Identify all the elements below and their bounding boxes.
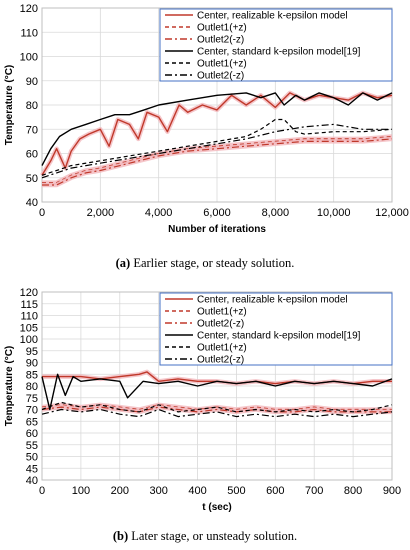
y-tick-label: 105 [20, 322, 38, 334]
chart-a: 40 50 60 70 80 90 100 110 120 0 2,000 4,000 6,000 8,0… [4, 3, 409, 235]
legend-label: Outlet1(+z) [197, 23, 247, 34]
legend-box [159, 8, 393, 82]
y-tick-label: 80 [26, 381, 38, 393]
series-line [41, 406, 392, 413]
legend-label: Center, standard k-epsilon model[19] [197, 47, 361, 58]
series-line [41, 118, 393, 176]
x-tick-label: 0 [39, 207, 45, 219]
caption-b: (b) Later stage, or unsteady solution. [113, 529, 297, 543]
y-tick-label: 45 [26, 463, 38, 475]
plot-area [41, 7, 393, 203]
caption-a-label: (a) [116, 256, 131, 270]
legend-label: Outlet2(-z) [197, 35, 244, 46]
y-tick-label: 115 [20, 299, 38, 311]
y-tick-label: 75 [26, 393, 38, 405]
legend: Center, realizable k-epsilon modelOutlet… [159, 292, 393, 366]
series-line [41, 92, 393, 166]
series-line [41, 92, 393, 176]
y-tick-label: 100 [20, 334, 38, 346]
y-tick-label: 40 [26, 197, 38, 209]
x-tick-label: 8,000 [262, 207, 290, 219]
caption-b-label: (b) [113, 529, 128, 543]
y-tick-label: 110 [20, 27, 38, 39]
y-tick-label: 90 [26, 358, 38, 370]
x-tick-label: 200 [111, 485, 129, 497]
legend-label: Outlet2(-z) [197, 319, 244, 330]
x-tick-label: 600 [266, 485, 284, 497]
x-tick-label: 0 [39, 485, 45, 497]
y-tick-label: 90 [26, 76, 38, 88]
y-axis-label: Temperature (°C) [4, 65, 15, 146]
legend-label: Outlet1(+z) [197, 343, 247, 354]
x-tick-label: 10,000 [317, 207, 351, 219]
x-tick-label: 800 [344, 485, 362, 497]
legend-label: Outlet1(+z) [197, 59, 247, 70]
x-tick-label: 900 [383, 485, 401, 497]
legend-label: Outlet2(-z) [197, 355, 244, 366]
series-line [42, 135, 393, 184]
y-tick-label: 70 [26, 124, 38, 136]
plot-area [41, 291, 393, 481]
legend-label: Center, standard k-epsilon model[19] [197, 331, 361, 342]
chart-b: 4045505560657075808590951001051101151200… [4, 287, 401, 513]
y-tick-label: 65 [26, 416, 38, 428]
legend-label: Center, realizable k-epsilon model [197, 295, 348, 306]
y-tick-label: 50 [26, 173, 38, 185]
legend: Center, realizable k-epsilon modelOutlet… [159, 8, 393, 82]
y-tick-label: 100 [20, 52, 38, 64]
legend-label: Outlet2(-z) [197, 71, 244, 82]
x-tick-label: 500 [227, 485, 245, 497]
y-tick-label: 60 [26, 428, 38, 440]
legend-label: Outlet1(+z) [197, 307, 247, 318]
y-axis-label: Temperature (°C) [4, 346, 15, 427]
y-tick-label: 50 [26, 452, 38, 464]
x-axis-label: t (sec) [202, 502, 231, 513]
x-tick-label: 300 [149, 485, 167, 497]
y-tick-label: 85 [26, 369, 38, 381]
legend-label: Center, realizable k-epsilon model [197, 11, 348, 22]
x-tick-label: 6,000 [203, 207, 231, 219]
y-tick-label: 40 [26, 475, 38, 487]
y-tick-label: 55 [26, 440, 38, 452]
series-line [41, 373, 393, 411]
y-tick-label: 80 [26, 100, 38, 112]
y-tick-label: 95 [26, 346, 38, 358]
legend-box [159, 292, 393, 366]
x-tick-label: 100 [72, 485, 90, 497]
x-tick-label: 12,000 [375, 207, 409, 219]
y-tick-label: 60 [26, 149, 38, 161]
caption-a: (a) Earlier stage, or steady solution. [116, 256, 295, 270]
series-line [42, 138, 393, 186]
x-tick-label: 400 [188, 485, 206, 497]
y-tick-label: 70 [26, 405, 38, 417]
x-tick-label: 4,000 [145, 207, 173, 219]
x-tick-label: 2,000 [87, 207, 115, 219]
x-tick-label: 700 [305, 485, 323, 497]
series-line [41, 123, 392, 179]
y-tick-label: 120 [20, 3, 38, 15]
caption-a-text: Earlier stage, or steady solution. [130, 256, 294, 270]
y-tick-label: 120 [20, 287, 38, 299]
x-axis-label: Number of iterations [168, 224, 266, 235]
y-tick-label: 110 [20, 311, 38, 323]
caption-b-text: Later stage, or unsteady solution. [128, 529, 297, 543]
series-line [41, 404, 392, 411]
